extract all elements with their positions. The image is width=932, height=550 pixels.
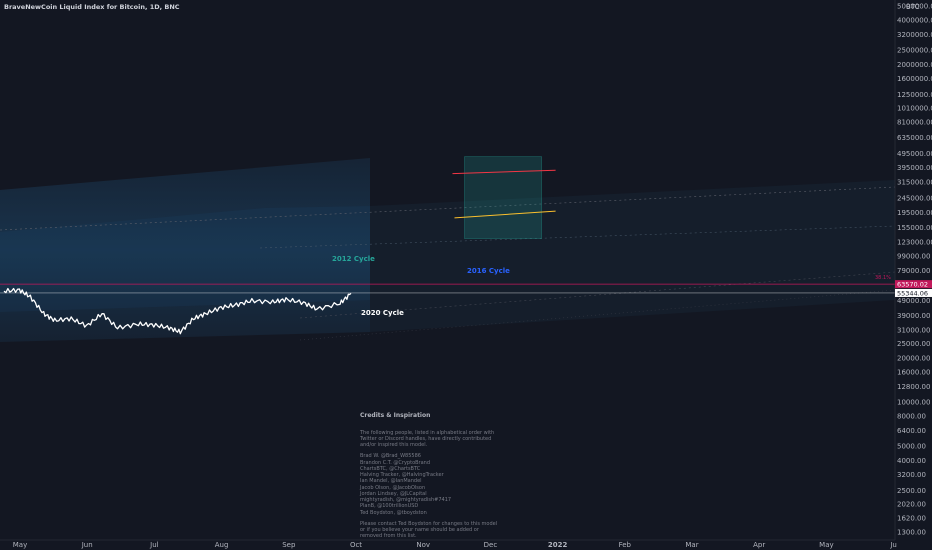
price-tick-label: 123000.00 bbox=[897, 239, 932, 247]
projection-upper-line[interactable] bbox=[452, 169, 556, 175]
price-tick-label: 1010000.00 bbox=[897, 104, 932, 112]
price-tick-label: 99000.00 bbox=[897, 252, 930, 260]
price-marker-upper-text: 63570.02 bbox=[897, 280, 928, 288]
time-tick-label: Apr bbox=[753, 541, 765, 549]
credit-name: mightyradish, @mightyradish#7417 bbox=[360, 497, 452, 503]
price-tick-label: 20000.00 bbox=[897, 354, 930, 362]
time-tick-label: Mar bbox=[685, 541, 698, 549]
credits-names: Brad W. @Brad_W85586 Brandon C.T. @Crypt… bbox=[360, 453, 500, 516]
price-marker-lower-text: 55344.06 bbox=[897, 289, 928, 297]
credit-name: Brandon C.T. @CryptoBrand bbox=[360, 459, 431, 466]
time-tick-label: 2022 bbox=[548, 541, 568, 549]
time-tick-label: May bbox=[819, 541, 833, 549]
price-tick-label: 315000.00 bbox=[897, 179, 932, 187]
price-tick-label: 5000000.00 bbox=[897, 3, 932, 11]
price-tick-label: 6400.00 bbox=[897, 427, 926, 435]
projection-line-upper bbox=[0, 186, 896, 231]
projection-line-middle bbox=[259, 225, 896, 249]
price-tick-label: 1620.00 bbox=[897, 514, 926, 522]
price-tick-label: 2500.00 bbox=[897, 487, 926, 495]
chart-title: BraveNewCoin Liquid Index for Bitcoin, 1… bbox=[4, 3, 180, 11]
cycle-label-2020: 2020 Cycle bbox=[361, 309, 404, 317]
time-tick-label: Ju bbox=[889, 541, 897, 549]
projection-box[interactable] bbox=[464, 156, 542, 239]
axis-currency: BTC bbox=[906, 3, 920, 11]
price-tick-label: 4000.00 bbox=[897, 457, 926, 465]
price-tick-label: 810000.00 bbox=[897, 118, 932, 126]
price-tick-label: 3200000.00 bbox=[897, 31, 932, 39]
time-tick-label: Feb bbox=[619, 541, 632, 549]
price-tick-label: 1600000.00 bbox=[897, 75, 932, 83]
level-small-label: 38.1% bbox=[875, 275, 891, 281]
time-tick-label: Dec bbox=[484, 541, 498, 549]
credit-name: Jacob Olson, @JacobOlson bbox=[360, 484, 426, 491]
price-tick-label: 5000.00 bbox=[897, 443, 926, 451]
time-axis-ticks: May Jun Jul Aug Sep Oct Nov Dec 2022 Feb Mar Apr May… bbox=[13, 541, 897, 549]
cycle-label-2016: 2016 Cycle bbox=[467, 267, 510, 275]
time-tick-label: Aug bbox=[215, 541, 229, 549]
price-tick-label: 155000.00 bbox=[897, 224, 932, 232]
time-tick-label: Jun bbox=[81, 541, 93, 549]
price-tick-label: 3200.00 bbox=[897, 471, 926, 479]
price-tick-label: 4000000.00 bbox=[897, 17, 932, 25]
price-tick-label: 2500000.00 bbox=[897, 47, 932, 55]
cycle-label-2012: 2012 Cycle bbox=[332, 255, 375, 263]
credit-name: PlanB, @100trillionUSD bbox=[360, 503, 419, 510]
price-tick-label: 49000.00 bbox=[897, 297, 930, 305]
credit-name: Ian Mandel, @IanMandel bbox=[360, 478, 422, 485]
credit-name: ChartsBTC, @ChartsBTC bbox=[360, 465, 421, 472]
price-tick-label: 395000.00 bbox=[897, 164, 932, 172]
price-tick-label: 195000.00 bbox=[897, 209, 932, 217]
price-axis-ticks: 5000000.00 4000000.00 3200000.00 2500000.00… bbox=[897, 3, 932, 537]
credit-name: Brad W. @Brad_W85586 bbox=[360, 453, 421, 460]
credits-outro: Please contact Ted Boydston for changes … bbox=[360, 520, 498, 540]
price-tick-label: 1300.00 bbox=[897, 529, 926, 537]
credit-name: Ted Boydston, @tboydston bbox=[360, 509, 427, 516]
price-tick-label: 31000.00 bbox=[897, 326, 930, 334]
price-tick-label: 635000.00 bbox=[897, 134, 932, 142]
time-tick-label: Oct bbox=[350, 541, 362, 549]
price-marker-upper bbox=[895, 280, 932, 289]
price-tick-label: 2020.00 bbox=[897, 500, 926, 508]
price-tick-label: 12800.00 bbox=[897, 383, 930, 391]
credit-name: Jordan Lindsey, @JLCapital bbox=[360, 490, 427, 497]
credits-panel: Credits & Inspiration The following peop… bbox=[360, 412, 500, 545]
price-tick-label: 1250000.00 bbox=[897, 91, 932, 99]
price-tick-label: 2000000.00 bbox=[897, 61, 932, 69]
cycle-2012-band-inner bbox=[0, 206, 370, 312]
price-tick-label: 245000.00 bbox=[897, 195, 932, 203]
price-axis[interactable] bbox=[895, 0, 932, 540]
cycle-2016-band bbox=[370, 180, 895, 332]
price-tick-label: 39000.00 bbox=[897, 312, 930, 320]
credits-heading: Credits & Inspiration bbox=[360, 412, 431, 419]
price-tick-label: 25000.00 bbox=[897, 340, 930, 348]
credit-name: Halving Tracker, @HalvingTracker bbox=[360, 472, 444, 478]
credits-intro: The following people, listed in alphabet… bbox=[360, 429, 495, 449]
projection-lower-line[interactable] bbox=[454, 210, 556, 219]
time-tick-label: Jul bbox=[149, 541, 159, 549]
time-tick-label: Nov bbox=[416, 541, 430, 549]
btc-price-line[interactable] bbox=[3, 287, 352, 335]
cycle-2012-band bbox=[0, 158, 370, 342]
time-axis[interactable] bbox=[0, 540, 895, 550]
price-tick-label: 495000.00 bbox=[897, 150, 932, 158]
time-tick-label: May bbox=[13, 541, 27, 549]
price-tick-label: 79000.00 bbox=[897, 267, 930, 275]
time-tick-label: Sep bbox=[282, 541, 296, 549]
price-marker-lower bbox=[895, 288, 932, 297]
price-tick-label: 10000.00 bbox=[897, 398, 930, 406]
price-tick-label: 16000.00 bbox=[897, 369, 930, 377]
price-tick-label: 8000.00 bbox=[897, 413, 926, 421]
